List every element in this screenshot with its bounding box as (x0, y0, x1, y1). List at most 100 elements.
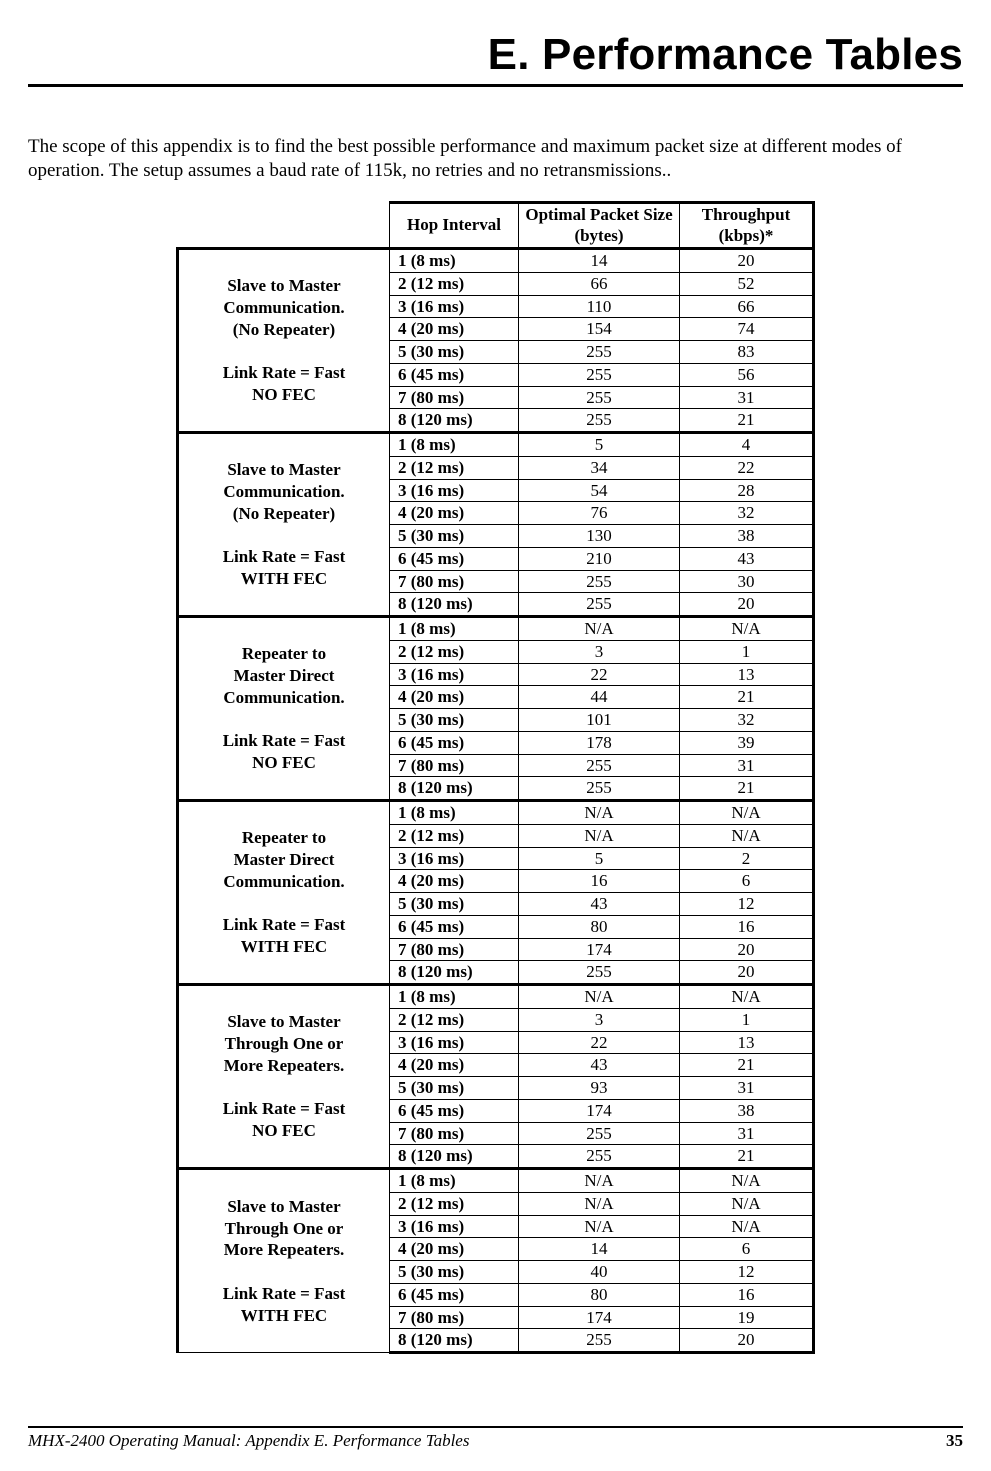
cell-hop: 6 (45 ms) (390, 731, 519, 754)
cell-throughput: N/A (680, 1215, 814, 1238)
cell-throughput: N/A (680, 801, 814, 825)
table-row: Repeater toMaster DirectCommunication.Li… (178, 801, 814, 825)
cell-hop: 8 (120 ms) (390, 961, 519, 985)
section-label: Slave to MasterCommunication.(No Repeate… (178, 433, 390, 617)
cell-throughput: 56 (680, 363, 814, 386)
cell-packet: N/A (519, 1215, 680, 1238)
cell-throughput: 20 (680, 593, 814, 617)
cell-hop: 5 (30 ms) (390, 1261, 519, 1284)
cell-throughput: 74 (680, 318, 814, 341)
cell-throughput: 30 (680, 570, 814, 593)
cell-hop: 2 (12 ms) (390, 1192, 519, 1215)
performance-table: Hop Interval Optimal Packet Size (bytes)… (176, 201, 815, 1355)
col-thr: Throughput (kbps)* (680, 202, 814, 249)
cell-hop: 1 (8 ms) (390, 249, 519, 273)
cell-hop: 8 (120 ms) (390, 593, 519, 617)
cell-packet: 54 (519, 479, 680, 502)
cell-packet: 255 (519, 570, 680, 593)
cell-packet: 130 (519, 525, 680, 548)
cell-packet: 178 (519, 731, 680, 754)
cell-hop: 3 (16 ms) (390, 1215, 519, 1238)
cell-throughput: 66 (680, 295, 814, 318)
cell-throughput: N/A (680, 1192, 814, 1215)
cell-throughput: 31 (680, 1077, 814, 1100)
cell-packet: 255 (519, 777, 680, 801)
cell-packet: 255 (519, 409, 680, 433)
cell-hop: 3 (16 ms) (390, 663, 519, 686)
cell-throughput: 31 (680, 386, 814, 409)
cell-packet: 5 (519, 433, 680, 457)
cell-throughput: 32 (680, 709, 814, 732)
cell-packet: 255 (519, 961, 680, 985)
cell-packet: 80 (519, 915, 680, 938)
cell-throughput: 20 (680, 249, 814, 273)
cell-hop: 2 (12 ms) (390, 272, 519, 295)
cell-packet: 255 (519, 1122, 680, 1145)
cell-throughput: 21 (680, 686, 814, 709)
cell-hop: 6 (45 ms) (390, 1283, 519, 1306)
cell-hop: 7 (80 ms) (390, 1122, 519, 1145)
cell-hop: 3 (16 ms) (390, 1031, 519, 1054)
table-row: Slave to MasterCommunication.(No Repeate… (178, 433, 814, 457)
cell-hop: 3 (16 ms) (390, 479, 519, 502)
cell-hop: 8 (120 ms) (390, 409, 519, 433)
cell-throughput: 52 (680, 272, 814, 295)
page-title: E. Performance Tables (28, 30, 963, 80)
cell-hop: 5 (30 ms) (390, 525, 519, 548)
cell-packet: N/A (519, 617, 680, 641)
cell-packet: 154 (519, 318, 680, 341)
cell-packet: 93 (519, 1077, 680, 1100)
cell-throughput: 16 (680, 1283, 814, 1306)
cell-throughput: 20 (680, 961, 814, 985)
cell-hop: 1 (8 ms) (390, 617, 519, 641)
cell-hop: 7 (80 ms) (390, 570, 519, 593)
cell-throughput: 16 (680, 915, 814, 938)
cell-throughput: N/A (680, 824, 814, 847)
cell-packet: 43 (519, 893, 680, 916)
section-label: Slave to MasterThrough One orMore Repeat… (178, 985, 390, 1169)
cell-hop: 4 (20 ms) (390, 1054, 519, 1077)
cell-packet: 210 (519, 547, 680, 570)
cell-packet: 43 (519, 1054, 680, 1077)
cell-packet: 255 (519, 386, 680, 409)
header-blank (178, 202, 390, 249)
cell-hop: 6 (45 ms) (390, 363, 519, 386)
cell-throughput: 21 (680, 777, 814, 801)
cell-hop: 8 (120 ms) (390, 777, 519, 801)
table-row: Slave to MasterThrough One orMore Repeat… (178, 1169, 814, 1193)
cell-packet: 3 (519, 640, 680, 663)
page-footer: MHX-2400 Operating Manual: Appendix E. P… (28, 1431, 963, 1451)
col-pkt: Optimal Packet Size (bytes) (519, 202, 680, 249)
cell-hop: 5 (30 ms) (390, 1077, 519, 1100)
cell-hop: 4 (20 ms) (390, 502, 519, 525)
cell-throughput: 20 (680, 1329, 814, 1353)
cell-packet: 174 (519, 1306, 680, 1329)
cell-throughput: 31 (680, 1122, 814, 1145)
cell-packet: N/A (519, 801, 680, 825)
intro-paragraph: The scope of this appendix is to find th… (28, 135, 963, 183)
cell-packet: 40 (519, 1261, 680, 1284)
cell-hop: 5 (30 ms) (390, 341, 519, 364)
cell-hop: 5 (30 ms) (390, 893, 519, 916)
cell-throughput: 4 (680, 433, 814, 457)
cell-packet: 255 (519, 341, 680, 364)
cell-throughput: 43 (680, 547, 814, 570)
cell-hop: 8 (120 ms) (390, 1329, 519, 1353)
cell-throughput: N/A (680, 985, 814, 1009)
cell-throughput: 21 (680, 409, 814, 433)
cell-throughput: 2 (680, 847, 814, 870)
cell-throughput: 6 (680, 1238, 814, 1261)
cell-throughput: 21 (680, 1145, 814, 1169)
cell-hop: 4 (20 ms) (390, 318, 519, 341)
cell-hop: 5 (30 ms) (390, 709, 519, 732)
cell-throughput: 12 (680, 893, 814, 916)
footer-left: MHX-2400 Operating Manual: Appendix E. P… (28, 1431, 469, 1451)
cell-throughput: 13 (680, 1031, 814, 1054)
cell-packet: 80 (519, 1283, 680, 1306)
cell-packet: 110 (519, 295, 680, 318)
cell-packet: 22 (519, 663, 680, 686)
cell-hop: 7 (80 ms) (390, 938, 519, 961)
cell-hop: 2 (12 ms) (390, 456, 519, 479)
section-label: Slave to MasterThrough One orMore Repeat… (178, 1169, 390, 1353)
cell-hop: 8 (120 ms) (390, 1145, 519, 1169)
